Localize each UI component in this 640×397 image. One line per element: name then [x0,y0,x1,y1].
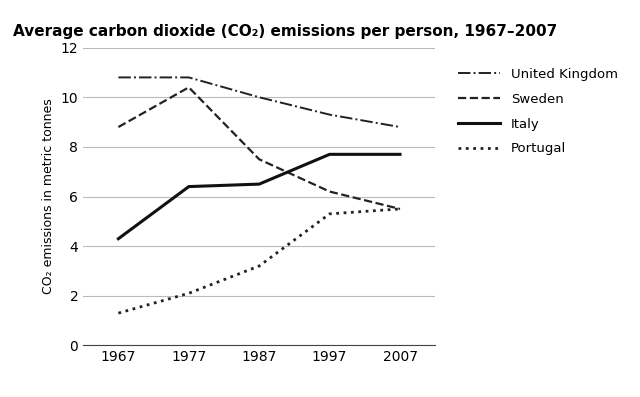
United Kingdom [255,95,263,100]
United Kingdom [326,112,333,117]
Line: Italy: Italy [118,154,400,239]
Italy [396,152,404,157]
Line: Sweden: Sweden [118,87,400,209]
Italy [255,182,263,187]
Y-axis label: CO₂ emissions in metric tonnes: CO₂ emissions in metric tonnes [42,98,55,295]
Italy [326,152,333,157]
Text: Average carbon dioxide (CO₂) emissions per person, 1967–2007: Average carbon dioxide (CO₂) emissions p… [13,24,557,39]
Portugal [115,311,122,316]
Sweden [326,189,333,194]
Sweden [115,125,122,129]
Italy [185,184,193,189]
Portugal [185,291,193,296]
Italy [115,236,122,241]
Legend: United Kingdom, Sweden, Italy, Portugal: United Kingdom, Sweden, Italy, Portugal [453,62,623,161]
United Kingdom [185,75,193,80]
Line: United Kingdom: United Kingdom [118,77,400,127]
Sweden [396,206,404,211]
Sweden [255,157,263,162]
Portugal [396,206,404,211]
Portugal [326,212,333,216]
United Kingdom [396,125,404,129]
Portugal [255,264,263,268]
Line: Portugal: Portugal [118,209,400,313]
United Kingdom [115,75,122,80]
Sweden [185,85,193,90]
